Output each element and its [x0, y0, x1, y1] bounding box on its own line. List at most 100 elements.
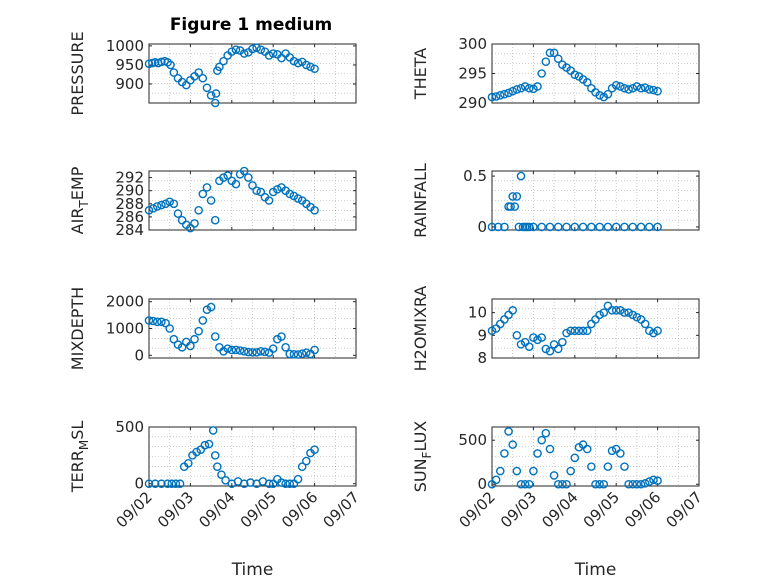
data-point — [256, 187, 266, 197]
data-point — [293, 194, 303, 203]
data-point — [493, 222, 503, 232]
data-point — [587, 462, 596, 471]
data-point — [524, 479, 534, 489]
data-point — [624, 308, 633, 317]
data-point — [152, 317, 162, 327]
figure-title: Figure 1 medium — [170, 15, 332, 35]
axes-box — [148, 43, 357, 104]
data-point — [607, 446, 617, 456]
data-point — [256, 45, 266, 55]
subplot-2: 300 295 290 THETA — [411, 35, 700, 112]
y-tick-label: 900 — [115, 75, 144, 93]
data-point — [181, 80, 191, 90]
data-point — [624, 85, 633, 94]
data-point — [206, 302, 216, 312]
data-point — [150, 479, 160, 489]
data-point — [194, 206, 203, 215]
data-point — [248, 44, 257, 54]
data-point — [165, 324, 174, 333]
data-point — [636, 83, 646, 93]
y-tick-label: 290 — [115, 182, 144, 200]
data-point — [529, 222, 538, 232]
data-point — [595, 91, 604, 100]
data-point — [491, 92, 501, 101]
data-point — [210, 98, 220, 108]
data-point — [177, 342, 187, 352]
data-point — [285, 479, 295, 489]
data-point — [595, 310, 604, 320]
subplot-6: 10 9 8 H2OMIXRA — [411, 286, 700, 371]
data-point — [239, 166, 249, 176]
y-tick-label: 290 — [458, 94, 487, 112]
data-point — [582, 78, 592, 87]
data-point — [520, 479, 530, 489]
data-point — [289, 349, 299, 359]
y-tick-label: 0 — [477, 218, 487, 236]
data-point — [219, 56, 228, 66]
data-point — [252, 186, 261, 195]
data-point — [653, 476, 662, 486]
data-point — [537, 69, 546, 78]
data-point — [508, 306, 518, 315]
data-point — [248, 181, 257, 190]
y-axis-label: SUNFLUX — [411, 421, 434, 493]
data-point — [219, 173, 228, 182]
data-point — [533, 82, 542, 91]
data-point — [293, 350, 303, 359]
data-point — [206, 196, 216, 205]
data-point — [508, 440, 518, 449]
data-point — [636, 479, 646, 489]
data-point — [252, 43, 261, 53]
data-point — [152, 202, 162, 211]
y-axis-label: RAINFALL — [411, 163, 430, 238]
data-point — [599, 308, 609, 317]
data-point — [302, 60, 311, 70]
data-point — [591, 479, 600, 489]
data-point — [558, 479, 567, 489]
data-point — [231, 179, 241, 189]
data-point — [578, 326, 588, 336]
data-point — [500, 89, 509, 99]
data-point — [549, 48, 559, 58]
data-point — [632, 312, 642, 322]
data-point — [628, 310, 638, 320]
y-tick-label: 1000 — [106, 320, 144, 338]
data-point — [649, 475, 658, 485]
data-point — [645, 326, 654, 336]
data-point — [506, 202, 515, 211]
data-point — [223, 344, 232, 353]
data-point — [628, 222, 638, 232]
data-point — [169, 199, 179, 209]
data-point — [165, 197, 174, 207]
data-point — [541, 344, 551, 354]
y-tick-label: 500 — [115, 418, 144, 436]
data-point — [570, 222, 580, 232]
data-point — [248, 348, 257, 357]
data-point — [620, 222, 629, 232]
data-point — [537, 333, 546, 342]
data-point — [144, 59, 154, 69]
data-point — [231, 45, 241, 55]
subplot-4: 0.5 0 RAINFALL — [411, 163, 700, 238]
data-point — [632, 479, 642, 489]
data-point — [190, 219, 199, 228]
data-point — [281, 479, 290, 489]
y-tick-label: 0 — [477, 475, 487, 493]
data-point — [239, 49, 249, 58]
data-point — [500, 449, 509, 458]
data-point — [582, 444, 592, 454]
data-point — [553, 222, 563, 232]
data-point — [582, 326, 592, 336]
x-axis-label: Time — [231, 560, 274, 580]
data-point — [616, 306, 625, 315]
data-point — [541, 428, 551, 438]
data-point — [495, 466, 505, 476]
y-tick-label: 300 — [458, 35, 487, 53]
data-point — [239, 346, 249, 356]
y-tick-label: 0 — [134, 346, 144, 364]
y-tick-label: 295 — [458, 65, 487, 83]
data-point — [171, 479, 181, 489]
data-point — [640, 479, 650, 488]
